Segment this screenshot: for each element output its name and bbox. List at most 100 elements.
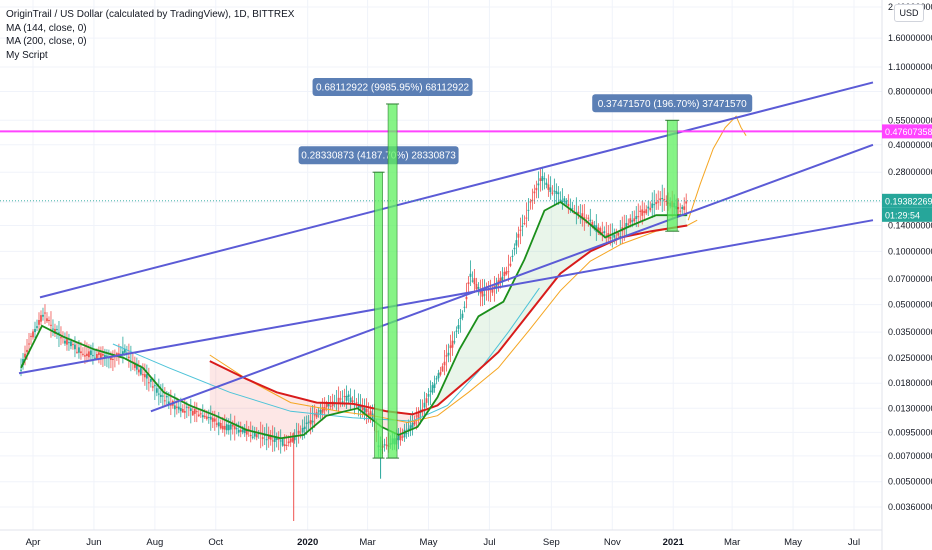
candle-body (363, 407, 366, 413)
x-tick-label: Sep (543, 537, 560, 548)
candle-body (193, 408, 196, 414)
candle-body (397, 435, 400, 441)
candle-body (189, 408, 192, 411)
candle-body (617, 232, 620, 236)
candle-body (311, 420, 314, 423)
candle-body (337, 397, 340, 404)
candle-body (297, 430, 300, 434)
candle-body (631, 220, 634, 222)
channel-line (18, 219, 874, 375)
candle-body (473, 278, 476, 285)
candle-body (679, 210, 682, 212)
candle-body (20, 369, 22, 371)
candle-body (92, 355, 94, 357)
candle-body (253, 432, 256, 437)
candle-body (273, 437, 276, 442)
candle-body (38, 319, 40, 325)
x-tick-label: 2021 (663, 537, 685, 548)
candle-body (401, 436, 404, 438)
candle-body (503, 271, 506, 277)
candle-body (219, 422, 222, 429)
x-tick-label: Jul (848, 537, 860, 548)
measurement-label: 0.68112922 (9985.95%) 68112922 (316, 82, 470, 93)
candle-body (547, 184, 550, 190)
candle-body (319, 409, 322, 415)
candle-body (104, 354, 106, 359)
candle-body (281, 438, 284, 446)
candle-body (229, 424, 232, 430)
candle-body (343, 395, 346, 397)
candle-body (493, 285, 496, 288)
x-tick-label: May (784, 537, 802, 548)
candle-body (383, 444, 386, 446)
candle-body (197, 414, 200, 417)
candle-body (213, 418, 216, 422)
candle-body (205, 416, 208, 419)
candle-body (415, 415, 418, 417)
candle-body (167, 401, 170, 405)
candle-body (60, 337, 62, 339)
candle-body (291, 437, 294, 442)
chart-legend: OriginTrail / US Dollar (calculated by T… (6, 8, 294, 62)
measurement-label-box (312, 77, 473, 96)
candle-body (227, 424, 230, 431)
legend-ma144[interactable]: MA (144, close, 0) (6, 22, 87, 34)
candle-body (191, 411, 194, 416)
candle-body (429, 390, 432, 392)
last-price-tag: 0.19382269 (885, 196, 932, 206)
candle-body (441, 366, 444, 372)
currency-button[interactable]: USD (894, 4, 924, 22)
candle-body (571, 208, 574, 210)
candle-body (42, 314, 44, 317)
candle-body (223, 425, 226, 430)
candle-body (681, 206, 684, 209)
candle-body (102, 353, 104, 356)
y-tick-label: 0.03500000 (888, 327, 932, 337)
candle-body (147, 382, 150, 384)
candle-body (185, 406, 188, 408)
candle-body (659, 198, 662, 201)
candle-body (477, 286, 480, 289)
candle-body (535, 187, 538, 191)
legend-ma200[interactable]: MA (200, close, 0) (6, 36, 87, 47)
y-tick-label: 1.60000000 (888, 33, 932, 43)
candle-body (603, 231, 606, 234)
candle-body (433, 383, 436, 388)
candle-body (495, 283, 498, 288)
candle-body (275, 438, 278, 440)
candle-body (201, 415, 204, 418)
candle-body (56, 329, 58, 331)
y-tick-label: 0.40000000 (888, 140, 932, 150)
legend-script[interactable]: My Script (6, 49, 48, 61)
candle-body (405, 433, 408, 435)
candle-body (369, 411, 372, 415)
candle-body (371, 413, 374, 420)
resistance-price-tag: 0.47607358 (885, 127, 932, 137)
candle-body (34, 329, 36, 333)
last-price-tag-bg (882, 193, 932, 208)
measurement-label-box (298, 146, 459, 165)
candle-body (627, 223, 630, 225)
candle-body (345, 395, 348, 401)
candle-body (96, 354, 98, 359)
measurement-label: 0.37471570 (196.70%) 37471570 (598, 99, 747, 110)
candle-body (399, 434, 402, 441)
candle-body (457, 325, 460, 329)
candle-body (179, 408, 182, 412)
candle-body (293, 436, 296, 441)
candle-body (137, 369, 140, 373)
candle-body (573, 213, 576, 215)
candle-body (86, 353, 88, 357)
candle-body (106, 355, 108, 357)
candle-body (605, 234, 608, 236)
y-tick-label: 0.07000000 (888, 274, 932, 284)
candle-body (157, 393, 160, 395)
candle-body (341, 401, 344, 403)
candle-body (187, 407, 190, 409)
candle-body (289, 438, 292, 443)
candle-body (76, 351, 78, 353)
candle-body (423, 402, 426, 408)
candle-body (121, 351, 124, 355)
y-tick-label: 0.00360000 (888, 502, 932, 512)
